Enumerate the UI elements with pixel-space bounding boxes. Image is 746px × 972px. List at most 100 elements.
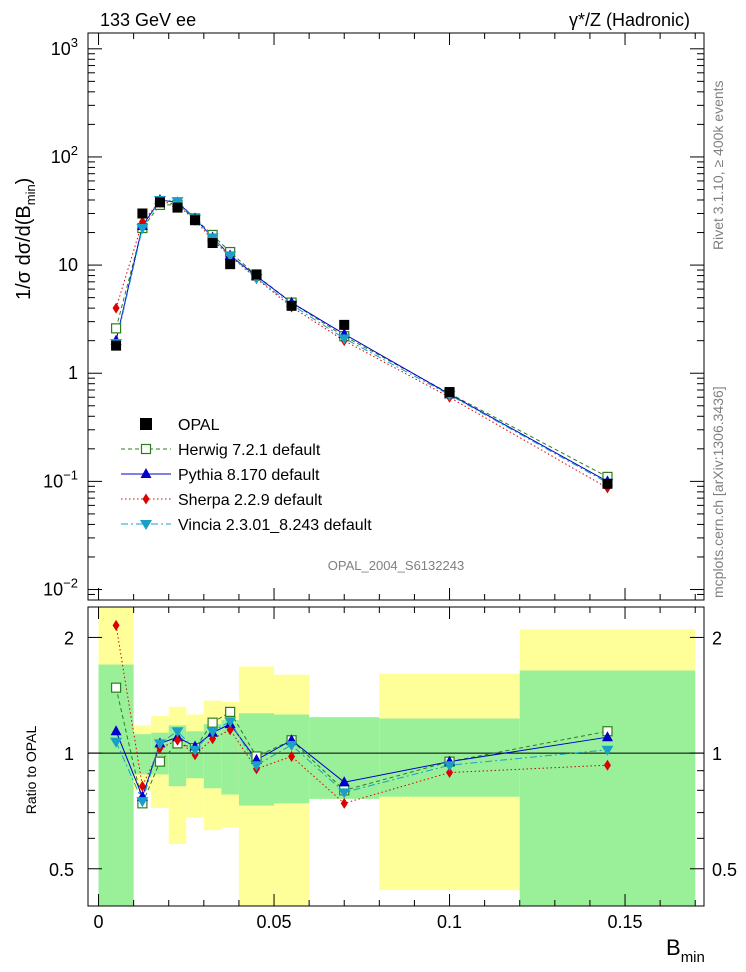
data-point [601,731,613,742]
ratio-uncertainty-bands [98,607,696,906]
data-point [209,733,217,745]
data-point [110,682,122,693]
stat-uncertainty-band [133,734,152,775]
y-tick-label: 1 [64,744,74,764]
data-point [171,727,184,738]
data-point [140,520,152,530]
stat-uncertainty-band [98,664,134,906]
data-point [338,334,351,345]
y-tick-label: 2 [64,628,74,648]
data-point [224,717,237,728]
data-point [288,750,296,762]
data-point [172,202,183,213]
y-tick-label-right: 1 [712,744,722,764]
data-point [250,761,263,772]
data-point [111,340,122,351]
legend-label: OPAL [178,417,220,434]
data-point [207,238,218,249]
series-line [115,204,608,478]
y-tick-label: 102 [51,143,78,167]
x-axis-label: Bmin [666,935,705,966]
data-point [140,418,152,430]
data-point [138,780,146,792]
data-point [602,478,613,489]
y-tick-label: 0.5 [49,860,74,880]
data-point [601,745,614,756]
data-point [112,302,120,314]
x-tick-label: 0.1 [437,912,462,932]
y-tick-label: 10−2 [43,576,78,600]
y-axis-title: 1/σ dσ/d(Bmin) [13,178,38,300]
header-left-label: 133 GeV ee [100,10,196,30]
data-point [171,197,184,208]
data-point [338,788,351,799]
data-point [339,319,350,330]
data-point [142,493,150,505]
data-point [190,215,201,226]
data-point [224,251,237,262]
data-point [251,269,262,280]
x-tick-label: 0.15 [608,912,643,932]
data-point [153,739,166,750]
series-line [115,625,608,804]
data-point [174,734,182,746]
data-point [226,724,234,736]
data-point [136,797,149,808]
y-tick-label-right: 0.5 [712,860,737,880]
data-point [140,468,152,478]
analysis-label: OPAL_2004_S6132243 [328,558,464,573]
data-point [189,745,202,756]
data-point [340,797,348,809]
data-point [225,706,236,717]
main-series-group [110,193,614,494]
legend-label: Sherpa 2.2.9 default [178,492,323,509]
data-point [154,756,166,767]
main-y-axis-label: 1/σ dσ/d(Bmin) [13,178,38,300]
data-point [110,323,122,334]
data-point [338,776,350,787]
data-point [286,300,297,311]
data-point [446,767,454,779]
y-tick-label: 10 [58,255,78,275]
source-label: mcplots.cern.ch [arXiv:1306.3436] [710,386,726,598]
header-right-label: γ*/Z (Hadronic) [569,10,690,30]
data-point [443,761,456,772]
data-point [154,197,165,208]
data-point [110,737,123,748]
x-tick-label: 0 [94,912,104,932]
legend-label: Vincia 2.3.01_8.243 default [178,517,372,534]
ratio-series-group [110,619,614,809]
y-tick-label-right: 2 [712,628,722,648]
legend: OPAL Herwig 7.2.1 default Pythia 8.170 def… [121,417,372,534]
panel-border [87,32,705,601]
data-point [112,619,120,631]
series-line [115,687,608,805]
x-tick-label: 0.05 [257,912,292,932]
data-point [603,759,611,771]
y-tick-label: 103 [51,35,78,59]
y-tick-label: 10−1 [43,467,78,491]
stat-uncertainty-band [203,724,222,789]
data-point [285,740,298,751]
series-line [115,720,608,803]
data-point [136,224,149,235]
data-point [140,443,152,455]
data-point [110,725,122,736]
data-point [207,717,218,728]
panel-border [87,606,705,907]
stat-uncertainty-band [519,670,696,906]
data-point [225,259,236,270]
series-line [115,199,608,482]
y-tick-label: 1 [68,363,78,383]
rivet-version-label: Rivet 3.1.10, ≥ 400k events [710,80,726,250]
x-axis-title: Bmin [666,935,705,966]
ratio-y-axis-label: Ratio to OPAL [23,726,39,815]
legend-label: Herwig 7.2.1 default [178,442,321,459]
data-point [206,727,219,738]
data-point [137,208,148,219]
stat-uncertainty-band [221,719,239,795]
data-point [444,387,455,398]
legend-label: Pythia 8.170 default [178,467,320,484]
